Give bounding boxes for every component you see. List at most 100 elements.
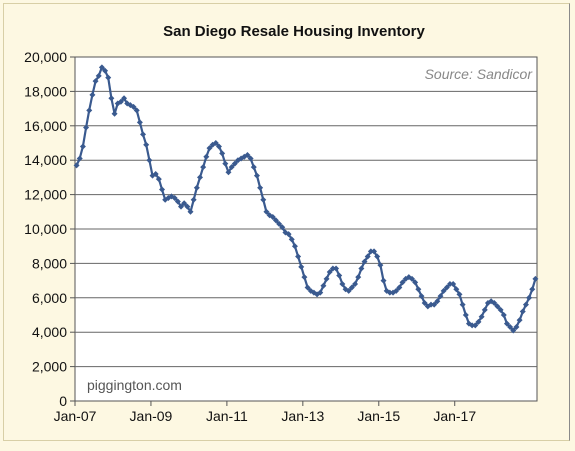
chart-title: San Diego Resale Housing Inventory [163, 23, 425, 40]
data-point [431, 301, 438, 308]
data-point [140, 131, 147, 138]
line-chart: San Diego Resale Housing Inventory 0 2,00… [24, 23, 539, 424]
y-tick-label: 6,000 [32, 290, 67, 306]
data-point [83, 124, 90, 131]
y-tick-label: 10,000 [24, 221, 67, 237]
data-point [437, 293, 444, 300]
data-point [102, 67, 109, 74]
data-point [399, 279, 406, 286]
data-point [336, 272, 343, 279]
data-point [117, 98, 124, 105]
series-group [73, 64, 539, 334]
data-point [269, 213, 276, 220]
y-tick-label: 16,000 [24, 118, 67, 134]
data-point [434, 298, 441, 305]
data-point [95, 72, 102, 79]
data-point [291, 243, 298, 250]
data-point [298, 263, 305, 270]
data-point [475, 318, 482, 325]
data-point [469, 322, 476, 329]
data-point [257, 184, 264, 191]
data-point [371, 248, 378, 255]
data-point [361, 258, 368, 265]
data-point [421, 299, 428, 306]
data-point [228, 164, 235, 171]
data-point [317, 289, 324, 296]
data-point [386, 289, 393, 296]
data-point [364, 253, 371, 260]
data-point [171, 195, 178, 202]
data-point [244, 152, 251, 159]
data-point [159, 186, 166, 193]
data-point [440, 287, 447, 294]
data-point [276, 220, 283, 227]
data-point [443, 284, 450, 291]
data-point [143, 141, 150, 148]
data-point [377, 262, 384, 269]
data-point [200, 164, 207, 171]
data-point [89, 91, 96, 98]
data-point [472, 322, 479, 329]
data-point [76, 155, 83, 162]
x-tick-label: Jan-17 [433, 408, 476, 424]
y-tick-label: 4,000 [32, 324, 67, 340]
x-axis-ticks: Jan-07 Jan-09 Jan-11 Jan-13 Jan-15 Jan-17 [54, 401, 476, 424]
data-point [184, 203, 191, 210]
data-point [98, 64, 105, 71]
data-point [130, 103, 137, 110]
data-point [352, 281, 359, 288]
data-point [415, 286, 422, 293]
data-point [79, 143, 86, 150]
gridlines [75, 90, 537, 368]
data-point [453, 286, 460, 293]
data-point [272, 217, 279, 224]
data-point [250, 164, 257, 171]
x-tick-label: Jan-07 [54, 408, 97, 424]
data-point [203, 153, 210, 160]
x-tick-label: Jan-13 [281, 408, 324, 424]
data-point [190, 196, 197, 203]
data-point [111, 110, 118, 117]
data-point [513, 324, 520, 331]
data-point [105, 74, 112, 81]
data-point [219, 150, 226, 157]
y-tick-label: 12,000 [24, 187, 67, 203]
data-point [326, 269, 333, 275]
data-point [247, 155, 254, 162]
data-point [503, 320, 510, 327]
data-point [225, 169, 232, 176]
x-tick-label: Jan-11 [206, 408, 248, 424]
data-point [215, 143, 222, 150]
source-note: Source: Sandicor [425, 66, 534, 82]
y-axis-ticks: 0 2,000 4,000 6,000 8,000 10,000 12,000 14,000 1… [24, 49, 75, 409]
data-point [206, 145, 213, 152]
data-point [355, 274, 362, 281]
data-point [193, 184, 200, 191]
data-point [146, 157, 153, 164]
data-point [231, 160, 238, 167]
data-point [462, 312, 469, 318]
data-point [263, 208, 270, 215]
data-point [374, 253, 381, 260]
data-point [450, 281, 457, 288]
data-point [285, 231, 292, 238]
data-point [288, 236, 295, 243]
data-point [491, 299, 498, 306]
data-point [456, 291, 463, 298]
y-tick-label: 14,000 [24, 152, 67, 168]
data-point [427, 301, 434, 308]
data-point [333, 265, 340, 272]
data-point [409, 275, 416, 282]
data-point [86, 107, 93, 114]
data-point [529, 286, 536, 293]
chart-frame: San Diego Resale Housing Inventory 0 2,00… [3, 3, 570, 441]
data-point [532, 275, 539, 282]
data-point [323, 275, 330, 282]
data-point [516, 317, 523, 324]
y-tick-label: 20,000 [24, 49, 67, 65]
data-point [358, 265, 365, 272]
data-point [181, 200, 188, 207]
data-point [478, 313, 485, 320]
data-point [367, 248, 374, 255]
data-point [155, 176, 162, 183]
